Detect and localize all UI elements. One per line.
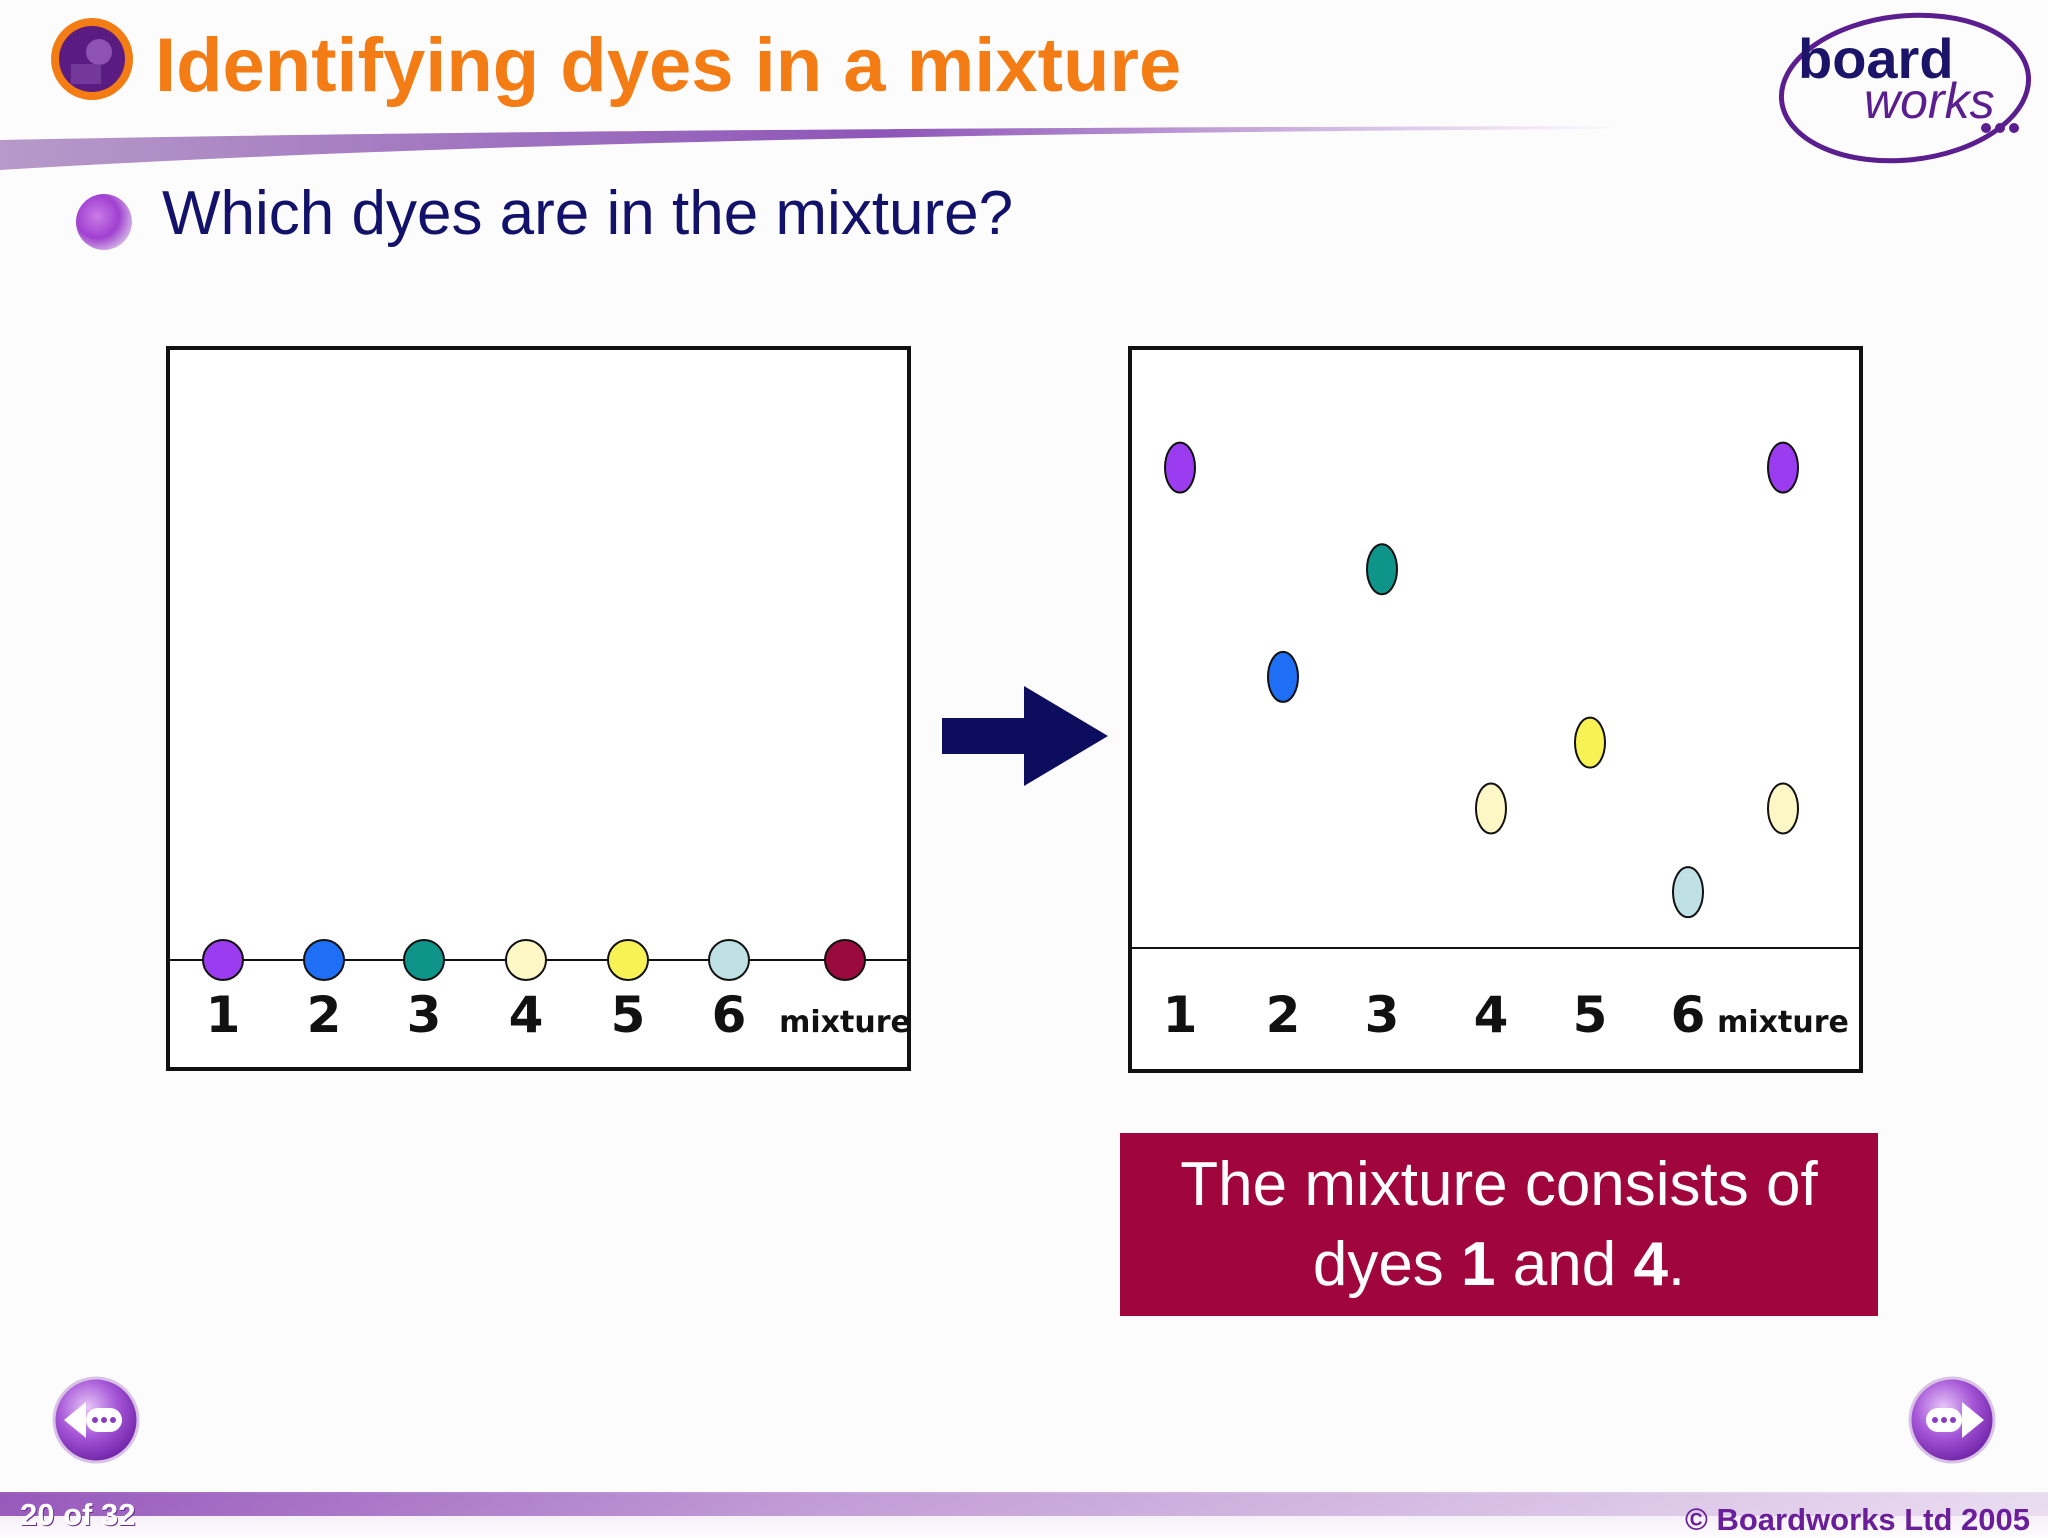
lane-label-4: 4 xyxy=(1474,986,1509,1044)
spot-6 xyxy=(708,939,750,981)
spot-mixture-dye_1 xyxy=(1767,441,1799,494)
spot-3-dye_3 xyxy=(1366,543,1398,596)
spot-4 xyxy=(505,939,547,981)
lane-label-2: 2 xyxy=(307,986,342,1044)
spot-4-dye_4 xyxy=(1475,782,1507,835)
lane-label-mixture: mixture xyxy=(779,1005,907,1040)
chromatogram-after-svg: 1 2 3 4 5 6 mixture xyxy=(1132,441,1859,1044)
brand-line1: board xyxy=(1798,27,1954,90)
answer-text: The mixture consists of dyes xyxy=(1180,1150,1818,1299)
spot-5 xyxy=(607,939,649,981)
right-arrow-icon xyxy=(942,686,1108,786)
footer-accent xyxy=(0,1492,2048,1516)
slide-title: Identifying dyes in a mixture xyxy=(155,23,1182,108)
spot-1-dye_1 xyxy=(1164,441,1196,494)
lane-label-1: 1 xyxy=(1163,986,1198,1044)
back-arrow-icon xyxy=(64,1402,122,1438)
slide-number: 20 of 32 xyxy=(20,1497,136,1532)
chromatogram-before-svg: 1 2 3 4 5 6 mixture xyxy=(170,939,907,1044)
lane-label-4: 4 xyxy=(509,986,544,1044)
lane-label-3: 3 xyxy=(1365,986,1400,1044)
title-underline xyxy=(0,126,1620,170)
answer-end: . xyxy=(1667,1230,1686,1299)
lane-label-mixture: mixture xyxy=(1717,1005,1849,1040)
previous-slide-button[interactable] xyxy=(50,1374,142,1466)
bullet-icon xyxy=(76,194,132,250)
answer-dye-b: 4 xyxy=(1633,1230,1668,1299)
lane-label-5: 5 xyxy=(611,986,646,1044)
lane-label-6: 6 xyxy=(1671,986,1706,1044)
lane-label-5: 5 xyxy=(1573,986,1608,1044)
lane-label-3: 3 xyxy=(407,986,442,1044)
spot-3 xyxy=(403,939,445,981)
chromatogram-after: 1 2 3 4 5 6 mixture xyxy=(1128,346,1863,1073)
spot-mixture-dye_4 xyxy=(1767,782,1799,835)
chromatogram-before: 1 2 3 4 5 6 mixture xyxy=(166,346,911,1071)
next-slide-button[interactable] xyxy=(1906,1374,1998,1466)
lane-label-1: 1 xyxy=(206,986,241,1044)
lane-label-2: 2 xyxy=(1266,986,1301,1044)
spot-mixture xyxy=(824,939,866,981)
answer-and: and xyxy=(1495,1230,1634,1299)
forward-arrow-icon xyxy=(1926,1402,1984,1438)
answer-dye-a: 1 xyxy=(1461,1230,1496,1299)
question-text: Which dyes are in the mixture? xyxy=(162,179,1014,248)
spot-6-dye_6 xyxy=(1672,866,1704,919)
copyright-text: © Boardworks Ltd 2005 xyxy=(1685,1502,2030,1537)
spot-2 xyxy=(303,939,345,981)
spot-2-dye_2 xyxy=(1267,650,1299,703)
brand-line2: works xyxy=(1864,73,1995,129)
topic-logo-icon xyxy=(51,18,133,100)
spot-5-dye_5 xyxy=(1574,716,1606,769)
answer-box: The mixture consists of dyes 1 and 4. xyxy=(1120,1133,1878,1316)
boardworks-logo: board works xyxy=(1778,12,2032,164)
lane-label-6: 6 xyxy=(712,986,747,1044)
spot-1 xyxy=(202,939,244,981)
